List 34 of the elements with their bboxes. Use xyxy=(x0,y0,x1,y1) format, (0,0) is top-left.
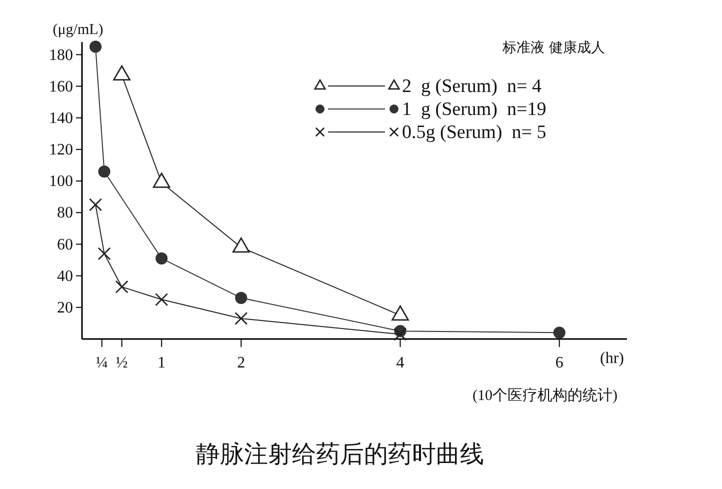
y-tick-label: 120 xyxy=(49,142,73,159)
y-tick-label: 100 xyxy=(49,173,73,190)
point xyxy=(156,252,168,264)
point xyxy=(115,280,128,294)
x-tick-label: 1 xyxy=(158,354,166,372)
point xyxy=(89,40,102,53)
point xyxy=(98,247,111,260)
x-tick-label: ¼ xyxy=(96,354,108,372)
legend-title: 标准液 健康成人 xyxy=(502,40,605,56)
y-tick-label: 60 xyxy=(57,236,73,254)
point xyxy=(235,292,248,304)
x-tick-label: ½ xyxy=(116,354,128,372)
legend-label: 2 g (Serum) n= 4 xyxy=(402,76,542,97)
x-axis-title: (hr) xyxy=(600,350,624,367)
point xyxy=(234,312,248,325)
legend-label: 1 g (Serum) n=19 xyxy=(402,99,546,120)
x-tick-label: 6 xyxy=(555,354,564,372)
y-tick-label: 160 xyxy=(49,78,73,96)
text: 静脉注射给药后的药时曲线 xyxy=(196,440,484,468)
x-tick-label: 4 xyxy=(396,354,404,372)
point xyxy=(394,328,407,341)
point xyxy=(155,292,168,306)
y-tick-label: 40 xyxy=(57,268,73,285)
y-tick-label: 80 xyxy=(57,204,73,222)
legend-label: 0.5g (Serum) n= 5 xyxy=(402,122,546,143)
point xyxy=(553,326,566,339)
y-axis-title: (μg/mL) xyxy=(52,22,104,38)
text: (10个医疗机构的统计) xyxy=(472,387,618,404)
point xyxy=(98,166,110,178)
y-tick-label: 180 xyxy=(49,46,73,64)
y-tick-label: 20 xyxy=(57,300,73,317)
x-tick-label: 2 xyxy=(237,354,246,372)
point xyxy=(89,198,102,212)
y-tick-label: 140 xyxy=(49,110,73,127)
